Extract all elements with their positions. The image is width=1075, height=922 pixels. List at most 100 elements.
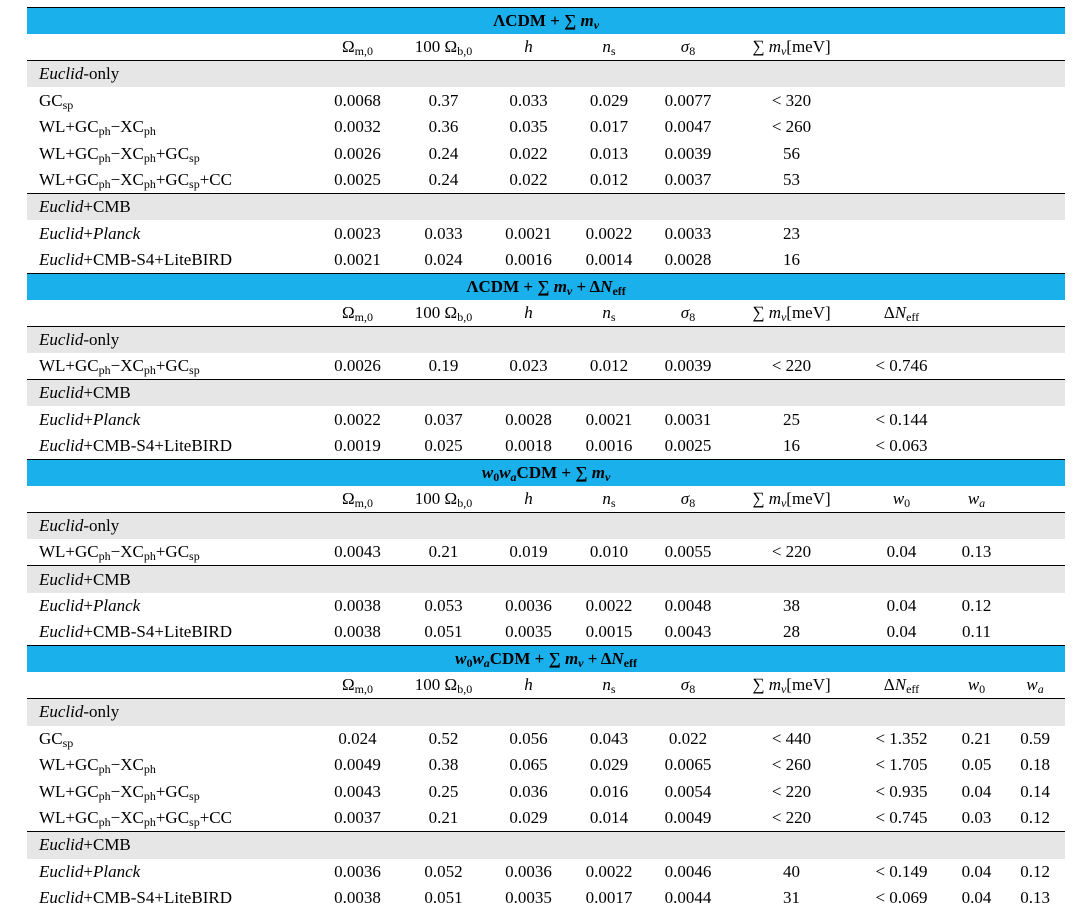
column-header: Ωm,0 (315, 300, 400, 327)
text-segment: Euclid (39, 622, 84, 642)
value-cell: 0.0032 (334, 117, 381, 137)
text-segment: +CMB (83, 197, 131, 217)
value-cell: 0.0028 (664, 249, 712, 269)
value-cell: 38 (783, 595, 800, 615)
empty-cell (1005, 539, 1065, 566)
row-label: WL+GCph−XCph (27, 752, 315, 779)
text-segment: +CMB-S4+LiteBIRD (83, 436, 232, 456)
value-cell: 25 (783, 409, 800, 429)
group-label: Euclid+CMB (27, 379, 1066, 407)
value-cell: 0.0021 (585, 409, 633, 429)
value-cell: < 260 (771, 755, 812, 775)
value-cell: 0.04 (961, 888, 992, 908)
value-cell: 0.0026 (334, 143, 381, 163)
text-segment: −XC (110, 782, 144, 802)
value-cell: 0.21 (428, 542, 459, 562)
text-segment: b,0 (457, 44, 473, 59)
data-row: WL+GCph−XCph+GCsp+CC 0.0037 0.21 0.029 0.014… (27, 805, 1065, 832)
value-cell: 0.065 (509, 755, 548, 775)
header-cell (1005, 34, 1065, 61)
value-cell: < 320 (771, 90, 812, 110)
text-segment: +CC (199, 170, 232, 190)
text-segment: 100 Ω (414, 489, 458, 509)
text-segment: w (1026, 675, 1038, 695)
text-segment: n (602, 675, 611, 695)
value-cell: 0.04 (961, 782, 992, 802)
empty-cell (1005, 140, 1065, 167)
value-cell: < 0.069 (875, 888, 928, 908)
section-title: ΛCDM + ∑ mν + ΔNeff (27, 272, 1066, 301)
group-label: Euclid-only (27, 326, 1066, 354)
empty-cell (948, 167, 1005, 194)
value-cell: 0.0014 (585, 249, 633, 269)
value-cell: 0.0055 (664, 542, 712, 562)
column-header: ∑ mν[meV] (728, 486, 855, 513)
value-cell: 0.21 (961, 728, 992, 748)
text-segment: ph (98, 789, 111, 804)
text-segment: h (524, 303, 533, 323)
value-cell: < 220 (771, 808, 812, 828)
column-header: ns (570, 486, 648, 513)
text-segment: m (580, 11, 594, 31)
text-segment: Euclid (39, 330, 84, 350)
value-cell: 0.0043 (334, 542, 381, 562)
text-segment: m (768, 37, 781, 57)
text-segment: CDM + ∑ (516, 463, 592, 483)
text-segment: Euclid (39, 595, 84, 615)
empty-cell (1005, 87, 1065, 114)
text-segment: h (524, 37, 533, 57)
column-header: ΔNeff (855, 300, 948, 327)
text-segment: Euclid (39, 888, 84, 908)
column-header: ns (570, 672, 648, 699)
text-segment: a (979, 496, 986, 511)
empty-cell (855, 220, 948, 247)
value-cell: 0.0026 (334, 356, 381, 376)
value-cell: 0.043 (589, 728, 629, 748)
text-segment: ∑ (752, 489, 769, 509)
text-segment: GC (39, 90, 63, 110)
section-title: ΛCDM + ∑ mν (27, 7, 1066, 35)
text-segment: WL+GC (39, 143, 99, 163)
results-table: ΛCDM + ∑ mν Ωm,0 100 Ωb,0 h ns σ8 ∑ mν[meV] Euc… (27, 7, 1066, 912)
text-segment: ΛCDM + ∑ (466, 276, 554, 296)
value-cell: < 1.705 (875, 755, 928, 775)
value-cell: 0.0022 (334, 409, 381, 429)
value-cell: 0.14 (1020, 782, 1050, 802)
text-segment: ph (98, 815, 111, 830)
text-segment: +GC (155, 356, 190, 376)
column-header: Ωm,0 (315, 34, 400, 61)
value-cell: 0.24 (428, 143, 459, 163)
value-cell: 0.0043 (664, 622, 712, 642)
value-cell: 16 (783, 249, 800, 269)
text-segment: sp (189, 815, 200, 830)
value-cell: 0.0039 (664, 356, 712, 376)
text-segment: 8 (689, 682, 696, 697)
text-segment: Ω (342, 303, 355, 323)
row-label: WL+GCph−XCph+GCsp+CC (27, 167, 315, 194)
text-segment: ν (566, 283, 573, 298)
text-segment: ν (578, 656, 584, 671)
text-segment: Ω (342, 37, 355, 57)
column-header: 100 Ωb,0 (400, 486, 487, 513)
text-segment: 8 (689, 310, 696, 325)
header-cell (1005, 300, 1065, 327)
data-row: Euclid+CMB-S4+LiteBIRD 0.0038 0.051 0.0035 0… (27, 885, 1065, 912)
text-segment: WL+GC (39, 542, 99, 562)
value-cell: 0.13 (961, 542, 992, 562)
value-cell: 0.029 (589, 755, 629, 775)
row-label: WL+GCph−XCph+GCsp (27, 140, 315, 167)
text-segment: w (967, 489, 980, 509)
row-label: Euclid+Planck (27, 859, 315, 886)
text-segment: s (610, 496, 616, 511)
text-segment: w (499, 463, 511, 483)
text-segment: Euclid (39, 383, 84, 403)
text-segment: +GC (155, 542, 190, 562)
empty-cell (1005, 220, 1065, 247)
text-segment: Euclid (39, 835, 84, 855)
text-segment: h (524, 489, 533, 509)
text-segment: Ω (342, 489, 355, 509)
value-cell: 0.0065 (664, 755, 712, 775)
value-cell: 0.12 (1020, 861, 1050, 881)
header-row: Ωm,0 100 Ωb,0 h ns σ8 ∑ mν[meV] w0 wa (27, 486, 1065, 513)
value-cell: 53 (783, 170, 800, 190)
